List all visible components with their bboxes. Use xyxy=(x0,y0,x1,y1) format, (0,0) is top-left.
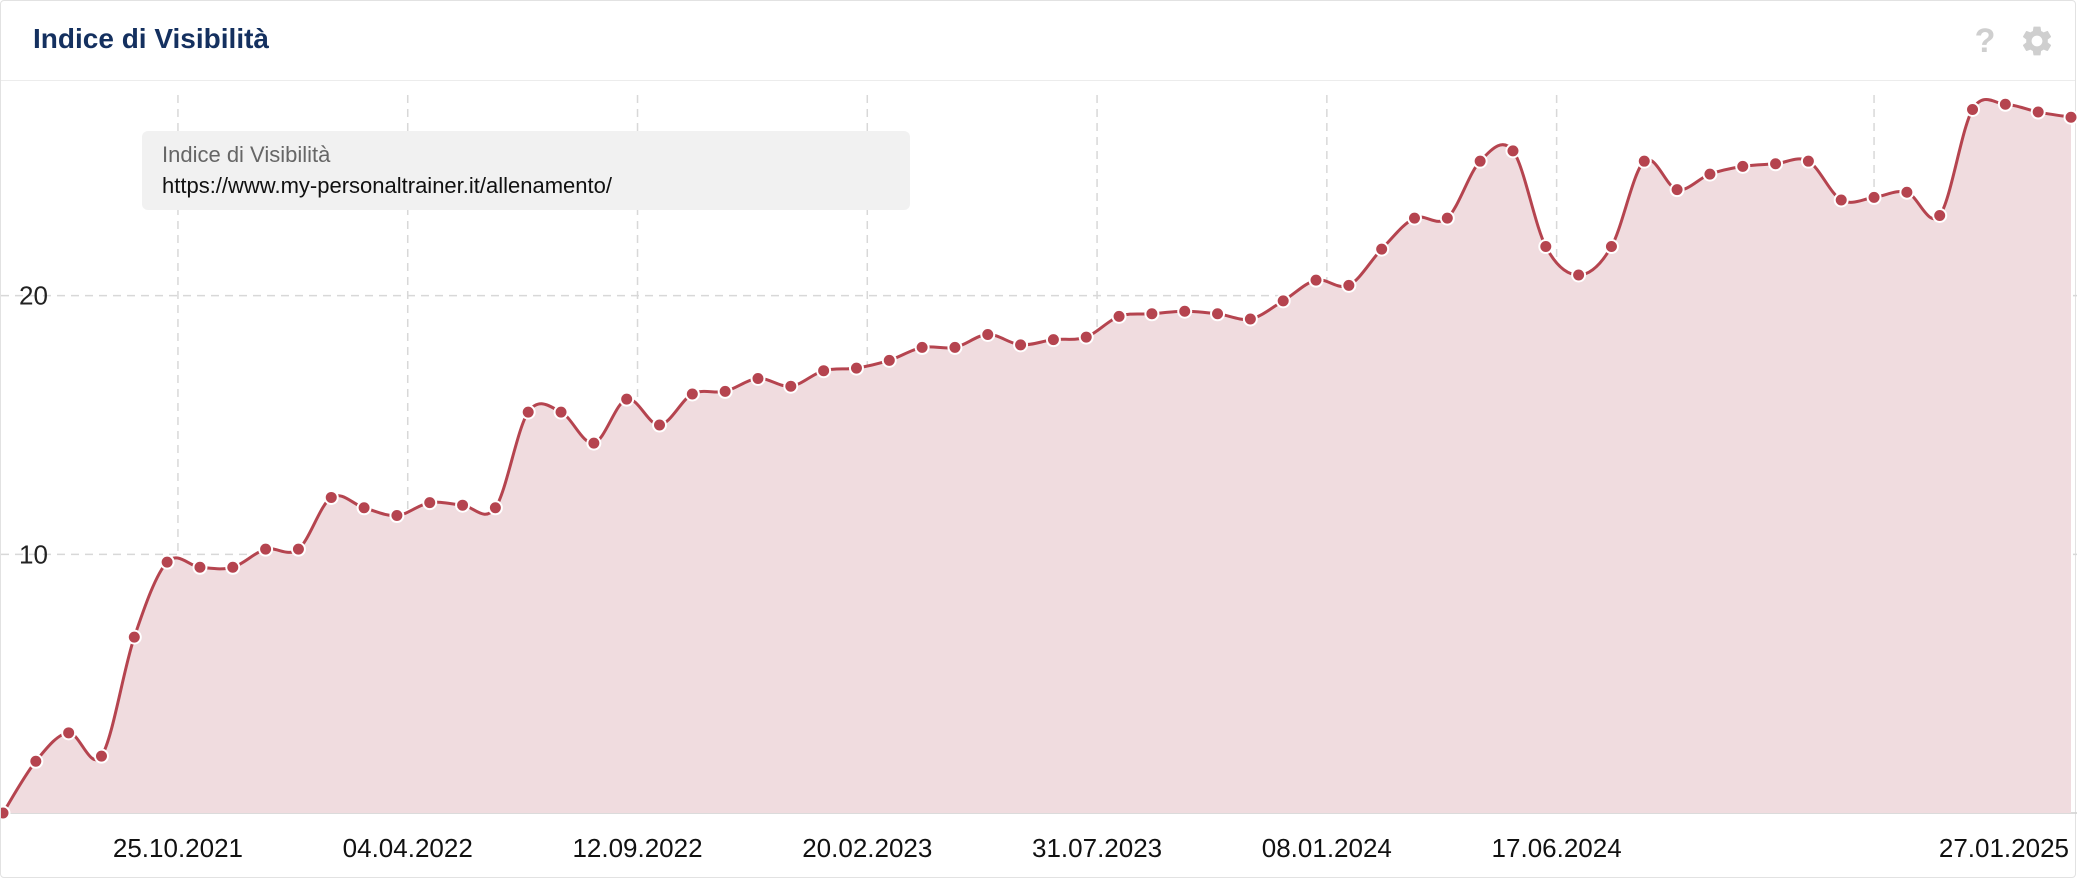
data-point xyxy=(1997,96,2013,112)
data-point xyxy=(159,554,175,570)
data-point xyxy=(487,500,503,516)
data-point xyxy=(1374,241,1390,257)
data-point xyxy=(1800,153,1816,169)
data-point xyxy=(1111,308,1127,324)
data-point xyxy=(684,386,700,402)
x-tick-label: 12.09.2022 xyxy=(572,833,702,863)
data-point xyxy=(1242,311,1258,327)
y-tick-label: 10 xyxy=(19,539,48,569)
data-point xyxy=(2063,109,2077,125)
data-point xyxy=(2030,104,2046,120)
data-point xyxy=(1177,303,1193,319)
data-point xyxy=(750,370,766,386)
data-point xyxy=(914,339,930,355)
data-point xyxy=(1735,158,1751,174)
data-point xyxy=(816,363,832,379)
data-point xyxy=(619,391,635,407)
visibility-chart: 10 20 25.10.2021 04.04.2022 12.09.2022 20.02… xyxy=(1,95,2077,863)
data-point xyxy=(717,383,733,399)
x-tick-label: 27.01.2025 xyxy=(1939,833,2069,863)
data-point xyxy=(1406,210,1422,226)
data-point xyxy=(1669,182,1685,198)
data-point xyxy=(947,339,963,355)
widget-header: Indice di Visibilità ? xyxy=(1,1,2075,81)
widget-title: Indice di Visibilità xyxy=(33,23,269,54)
data-point xyxy=(422,495,438,511)
data-point xyxy=(1505,143,1521,159)
data-point xyxy=(586,435,602,451)
data-point xyxy=(881,352,897,368)
data-point xyxy=(1603,239,1619,255)
data-point xyxy=(1045,332,1061,348)
data-point xyxy=(389,508,405,524)
x-tick-label: 08.01.2024 xyxy=(1262,833,1392,863)
x-tick-label: 04.04.2022 xyxy=(343,833,473,863)
data-point xyxy=(1899,184,1915,200)
data-point xyxy=(1013,337,1029,353)
series-area xyxy=(3,99,2071,813)
data-point xyxy=(258,541,274,557)
data-point xyxy=(1,805,11,821)
y-axis-labels: 10 20 xyxy=(19,281,48,570)
data-point xyxy=(783,378,799,394)
data-point xyxy=(848,360,864,376)
data-point xyxy=(1702,166,1718,182)
data-point xyxy=(1866,189,1882,205)
data-point xyxy=(1078,329,1094,345)
data-point xyxy=(192,559,208,575)
tooltip-url: https://www.my-personaltrainer.it/allena… xyxy=(162,173,612,198)
x-tick-label: 25.10.2021 xyxy=(113,833,243,863)
data-point xyxy=(1768,156,1784,172)
data-point xyxy=(1210,306,1226,322)
x-tick-label: 31.07.2023 xyxy=(1032,833,1162,863)
data-point xyxy=(356,500,372,516)
x-tick-label: 17.06.2024 xyxy=(1492,833,1622,863)
data-point xyxy=(126,629,142,645)
y-tick-label: 20 xyxy=(19,281,48,311)
data-point xyxy=(28,753,44,769)
data-point xyxy=(1538,239,1554,255)
data-point xyxy=(652,417,668,433)
data-point xyxy=(290,541,306,557)
data-point xyxy=(1144,306,1160,322)
series-tooltip: Indice di Visibilità https://www.my-pers… xyxy=(142,131,910,210)
data-point xyxy=(1932,208,1948,224)
data-point xyxy=(1308,272,1324,288)
data-point xyxy=(1439,210,1455,226)
data-point xyxy=(553,404,569,420)
data-point xyxy=(323,489,339,505)
data-point xyxy=(225,559,241,575)
data-point xyxy=(1833,192,1849,208)
question-icon[interactable]: ? xyxy=(1974,22,1996,60)
data-point xyxy=(980,326,996,342)
data-point xyxy=(1571,267,1587,283)
data-point xyxy=(1965,101,1981,117)
data-point xyxy=(520,404,536,420)
gear-icon[interactable] xyxy=(2019,23,2055,59)
data-point xyxy=(1341,277,1357,293)
data-point xyxy=(1472,153,1488,169)
series-points xyxy=(1,96,2077,821)
x-axis-labels: 25.10.2021 04.04.2022 12.09.2022 20.02.2023… xyxy=(113,833,2069,863)
data-point xyxy=(1275,293,1291,309)
data-point xyxy=(93,748,109,764)
tooltip-series-name: Indice di Visibilità xyxy=(162,142,331,167)
data-point xyxy=(1636,153,1652,169)
data-point xyxy=(455,497,471,513)
x-tick-label: 20.02.2023 xyxy=(802,833,932,863)
data-point xyxy=(61,725,77,741)
